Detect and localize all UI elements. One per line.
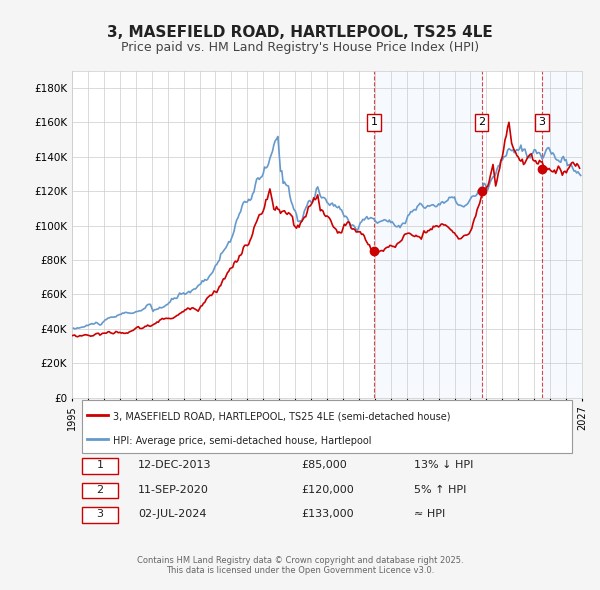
Text: £120,000: £120,000 [302,484,354,494]
Text: 2: 2 [97,484,104,494]
FancyBboxPatch shape [82,483,118,499]
Text: Price paid vs. HM Land Registry's House Price Index (HPI): Price paid vs. HM Land Registry's House … [121,41,479,54]
FancyBboxPatch shape [82,507,118,523]
Text: 12-DEC-2013: 12-DEC-2013 [139,460,212,470]
Text: 5% ↑ HPI: 5% ↑ HPI [414,484,466,494]
Text: HPI: Average price, semi-detached house, Hartlepool: HPI: Average price, semi-detached house,… [113,435,371,445]
Text: 3, MASEFIELD ROAD, HARTLEPOOL, TS25 4LE (semi-detached house): 3, MASEFIELD ROAD, HARTLEPOOL, TS25 4LE … [113,411,450,421]
Text: 2: 2 [478,117,485,127]
Text: 1: 1 [371,117,377,127]
Text: Contains HM Land Registry data © Crown copyright and database right 2025.
This d: Contains HM Land Registry data © Crown c… [137,556,463,575]
Text: 13% ↓ HPI: 13% ↓ HPI [414,460,473,470]
Text: £133,000: £133,000 [302,509,354,519]
FancyBboxPatch shape [82,401,572,453]
Text: 3: 3 [539,117,545,127]
Bar [542,71,582,398]
Text: 3, MASEFIELD ROAD, HARTLEPOOL, TS25 4LE: 3, MASEFIELD ROAD, HARTLEPOOL, TS25 4LE [107,25,493,40]
Bar [374,71,482,398]
Text: £85,000: £85,000 [302,460,347,470]
Text: ≈ HPI: ≈ HPI [414,509,445,519]
FancyBboxPatch shape [82,458,118,474]
Text: 1: 1 [97,460,104,470]
Text: 02-JUL-2024: 02-JUL-2024 [139,509,207,519]
Text: 11-SEP-2020: 11-SEP-2020 [139,484,209,494]
Text: 3: 3 [97,509,104,519]
